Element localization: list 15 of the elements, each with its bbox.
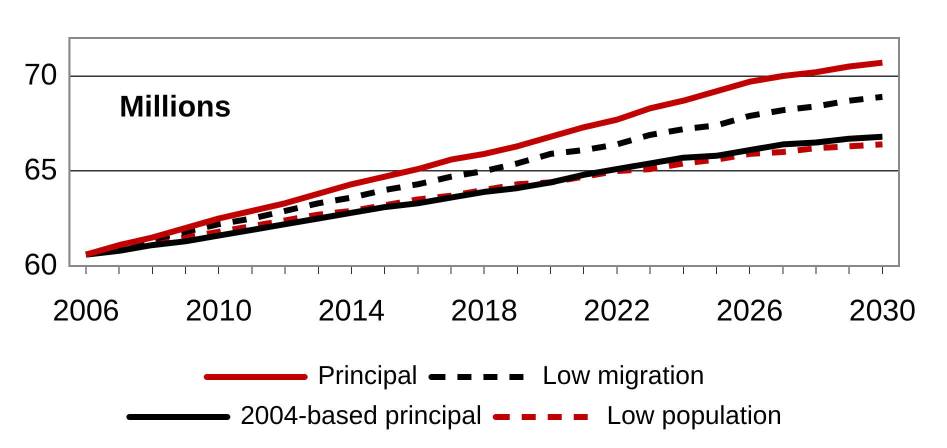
legend-label: Low migration	[542, 360, 704, 390]
x-tick-label: 2014	[318, 294, 385, 328]
y-tick-label: 60	[24, 248, 58, 282]
x-tick-label: 2018	[450, 294, 518, 328]
legend-label: Principal	[318, 360, 418, 390]
y-tick-label: 70	[24, 58, 58, 92]
x-tick-label: 2006	[52, 294, 120, 328]
x-tick-label: 2026	[716, 294, 784, 328]
x-tick-label: 2030	[849, 294, 916, 328]
legend-label: 2004-based principal	[240, 400, 482, 430]
x-tick-label: 2022	[584, 294, 650, 328]
legend-label: Low population	[606, 400, 782, 430]
y-tick-label: 65	[24, 153, 58, 186]
annotation: Millions	[119, 90, 232, 124]
x-tick-label: 2010	[185, 294, 252, 328]
